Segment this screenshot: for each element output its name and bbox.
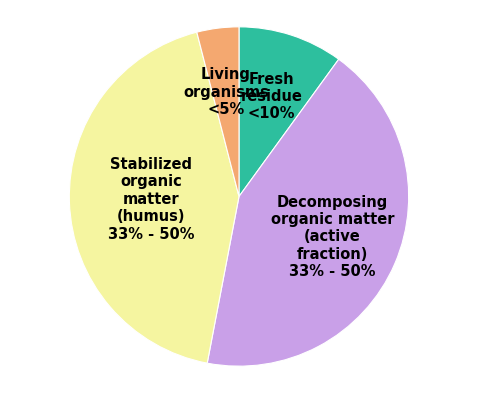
Wedge shape (207, 59, 409, 366)
Text: Fresh
residue
<10%: Fresh residue <10% (240, 72, 303, 121)
Wedge shape (197, 27, 239, 196)
Wedge shape (69, 32, 239, 363)
Wedge shape (239, 27, 339, 196)
Text: Decomposing
organic matter
(active
fraction)
33% - 50%: Decomposing organic matter (active fract… (271, 195, 394, 279)
Text: Living
organisms
<5%: Living organisms <5% (183, 67, 269, 117)
Text: Stabilized
organic
matter
(humus)
33% - 50%: Stabilized organic matter (humus) 33% - … (108, 157, 194, 242)
